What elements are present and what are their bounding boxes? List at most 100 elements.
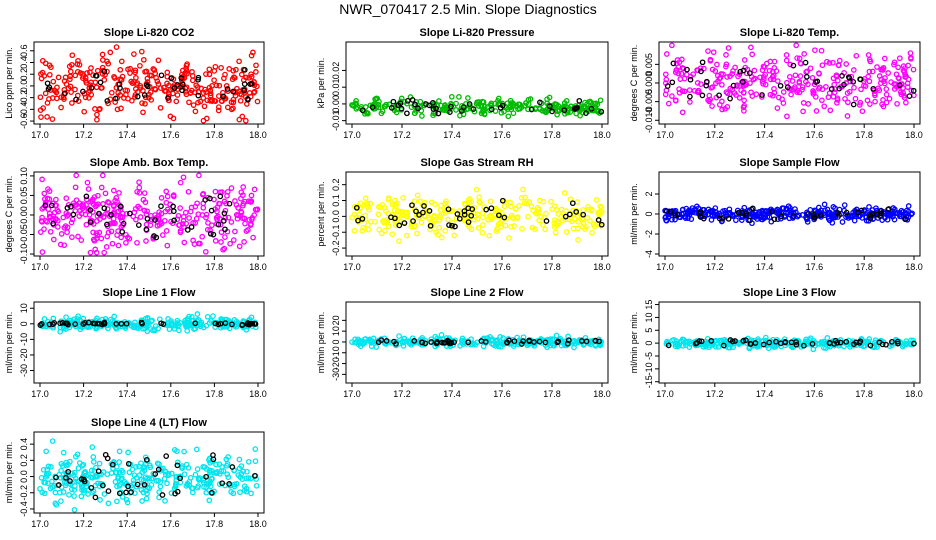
- data-point: [365, 226, 372, 233]
- data-point: [250, 234, 256, 241]
- data-point: [111, 211, 118, 217]
- data-point: [89, 474, 96, 481]
- data-point: [80, 201, 86, 207]
- data-point: [554, 111, 560, 118]
- y-tick-label: 5: [644, 328, 654, 333]
- y-tick-label: 10: [644, 312, 654, 322]
- panel-title: Slope Line 1 Flow: [103, 287, 196, 299]
- data-point: [116, 483, 123, 489]
- data-point: [153, 234, 160, 241]
- x-tick-label: 18.0: [593, 130, 611, 140]
- data-point: [158, 72, 165, 79]
- data-point: [91, 320, 98, 327]
- data-point: [171, 217, 177, 224]
- data-point: [445, 206, 452, 213]
- data-point: [465, 339, 472, 346]
- chart-panel-8: Slope Line 2 Flow 17.0 17.2 17.4 17.6 17.8 18.…: [316, 287, 611, 399]
- data-point: [383, 208, 389, 214]
- data-point: [183, 62, 190, 69]
- data-point: [41, 196, 48, 202]
- data-point: [479, 210, 486, 217]
- data-point: [593, 197, 600, 203]
- data-point: [112, 478, 119, 485]
- data-point: [159, 232, 166, 238]
- data-point: [192, 220, 199, 226]
- data-point: [107, 49, 114, 56]
- data-point: [442, 228, 449, 234]
- data-point: [64, 229, 70, 236]
- data-point: [41, 490, 48, 497]
- data-point: [192, 471, 199, 478]
- data-point: [143, 238, 149, 244]
- data-point: [86, 85, 93, 91]
- data-point: [818, 47, 825, 54]
- data-point: [247, 222, 254, 228]
- data-point: [828, 86, 835, 92]
- data-point: [82, 75, 89, 81]
- panel-title: Slope Gas Stream RH: [420, 157, 533, 169]
- data-point: [229, 464, 236, 470]
- data-point: [499, 102, 506, 109]
- data-point: [82, 211, 89, 218]
- y-tick-label: -0.01: [331, 110, 341, 131]
- data-point: [488, 205, 495, 212]
- data-point: [821, 103, 828, 110]
- data-point: [814, 78, 821, 85]
- data-point: [136, 463, 142, 470]
- data-point: [778, 213, 785, 220]
- data-point: [460, 104, 467, 110]
- data-point: [72, 321, 79, 327]
- data-point: [171, 81, 178, 88]
- data-point: [170, 208, 177, 215]
- data-point: [96, 229, 103, 236]
- data-point: [397, 100, 404, 107]
- data-point: [720, 71, 726, 78]
- x-tick-label: 17.8: [206, 389, 224, 399]
- data-point: [225, 214, 232, 221]
- data-point: [61, 242, 68, 249]
- data-point: [802, 59, 809, 66]
- data-point: [583, 110, 589, 116]
- data-point: [126, 469, 133, 476]
- data-point: [53, 474, 59, 481]
- data-point: [228, 185, 235, 191]
- data-point: [412, 101, 418, 108]
- data-point: [850, 67, 857, 73]
- data-point: [201, 103, 208, 110]
- data-point: [58, 460, 65, 467]
- data-point: [57, 320, 63, 327]
- data-point: [134, 239, 140, 246]
- data-point: [546, 94, 553, 101]
- y-tick-label: 0.2: [19, 68, 29, 81]
- data-point: [152, 86, 159, 93]
- data-point: [766, 339, 773, 346]
- chart-panel-4: Slope Amb. Box Temp. 17.0 17.2 17.4 17.6 17.8…: [4, 157, 267, 272]
- data-point: [801, 51, 808, 57]
- data-point: [679, 65, 686, 71]
- series-all: [349, 332, 605, 351]
- data-point: [202, 248, 209, 255]
- data-point: [40, 466, 47, 473]
- data-point: [575, 219, 581, 225]
- data-point: [233, 202, 240, 208]
- data-point: [895, 74, 902, 81]
- data-point: [226, 200, 233, 207]
- data-point: [774, 78, 781, 84]
- data-point: [211, 68, 218, 74]
- data-point: [817, 212, 824, 219]
- series-subset: [42, 193, 233, 241]
- data-point: [426, 102, 433, 109]
- data-point: [783, 52, 790, 58]
- data-point: [524, 342, 531, 349]
- data-point: [188, 87, 195, 94]
- data-point: [411, 338, 418, 344]
- data-point: [790, 62, 797, 69]
- data-point: [800, 342, 807, 349]
- data-point: [355, 339, 362, 345]
- data-point: [867, 215, 874, 222]
- x-tick-label: 17.4: [118, 130, 136, 140]
- data-point: [682, 215, 689, 221]
- data-point: [113, 84, 120, 91]
- data-point: [527, 96, 534, 102]
- data-point: [82, 77, 89, 84]
